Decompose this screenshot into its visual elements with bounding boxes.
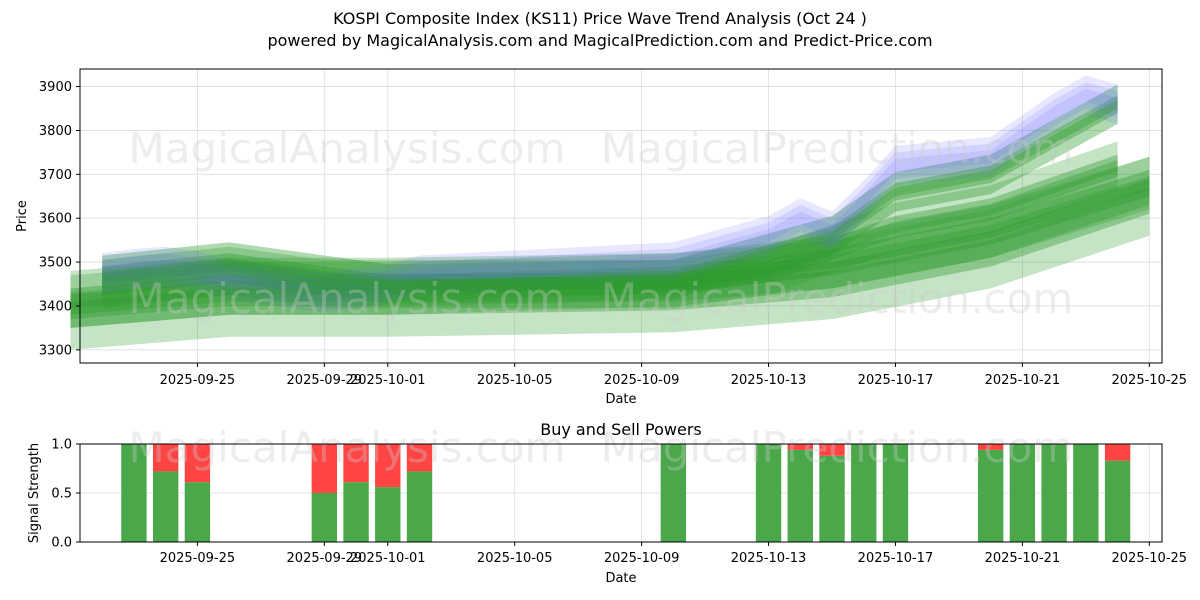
signal-panel: Buy and Sell Powers MagicalAnalysis.com … <box>27 420 1187 586</box>
green-trend-core <box>70 187 1150 320</box>
buy-power-bar <box>343 482 369 542</box>
signal-x-tick-label: 2025-10-17 <box>858 551 934 566</box>
buy-power-bar <box>1009 444 1036 542</box>
signal-x-tick-label: 2025-10-21 <box>985 551 1061 566</box>
green-trend-band <box>102 95 1118 293</box>
sell-power-bar <box>311 444 338 493</box>
watermark-prediction-top: MagicalPrediction.com <box>601 124 1074 173</box>
buy-power-bar <box>1104 460 1131 542</box>
price-grid <box>80 69 1162 363</box>
price-y-tick-label: 3400 <box>39 299 72 314</box>
green-trend-core <box>102 160 1118 290</box>
green-trend-band <box>70 156 1150 328</box>
price-panel: MagicalAnalysis.com MagicalPrediction.co… <box>15 68 1187 407</box>
buy-power-bar <box>787 449 813 542</box>
watermark-prediction-bottom: MagicalPrediction.com <box>601 423 1074 472</box>
signal-x-tick-label: 2025-10-13 <box>731 551 807 566</box>
signal-x-axis-label: Date <box>605 571 636 586</box>
watermark-analysis-mid: MagicalAnalysis.com <box>129 274 566 323</box>
price-x-tick-label: 2025-09-25 <box>160 373 236 388</box>
chart-title: KOSPI Composite Index (KS11) Price Wave … <box>333 9 867 28</box>
buy-power-bar <box>184 482 211 542</box>
buy-power-bar <box>121 444 147 542</box>
price-y-tick-label: 3500 <box>39 256 72 271</box>
blue-trend-band <box>102 88 1118 300</box>
price-bands <box>70 75 1150 350</box>
buy-power-bar <box>1041 444 1067 542</box>
sell-power-bar <box>977 444 1004 450</box>
sell-power-bar <box>375 444 401 488</box>
buy-power-bar <box>660 444 687 542</box>
sell-power-bar <box>1104 444 1131 461</box>
buy-power-bar <box>311 493 338 542</box>
price-y-axis-label: Price <box>15 200 30 232</box>
price-y-tick-label: 3900 <box>39 80 72 95</box>
sell-power-bar <box>787 444 813 450</box>
green-trend-band <box>102 154 1118 295</box>
price-y-ticks: 3300 3400 3500 3600 3700 3800 3900 <box>39 80 80 358</box>
signal-panel-title: Buy and Sell Powers <box>540 420 702 439</box>
price-y-tick-label: 3300 <box>39 343 72 358</box>
price-x-tick-label: 2025-10-21 <box>985 373 1061 388</box>
price-x-tick-label: 2025-10-17 <box>858 373 934 388</box>
signal-x-tick-label: 2025-09-25 <box>160 551 236 566</box>
buy-power-bar <box>755 444 782 542</box>
buy-power-bar <box>977 449 1004 542</box>
buy-power-bar <box>406 471 433 542</box>
price-y-tick-label: 3600 <box>39 212 72 227</box>
green-trend-band <box>70 156 1150 350</box>
watermark-analysis-bottom: MagicalAnalysis.com <box>129 423 566 472</box>
buy-power-bar <box>152 471 179 542</box>
signal-y-ticks: 0.0 0.5 1.0 <box>51 438 80 551</box>
price-y-tick-label: 3700 <box>39 168 72 183</box>
sell-power-bar <box>343 444 369 483</box>
blue-trend-band <box>102 75 1118 313</box>
price-x-tick-label: 2025-10-09 <box>604 373 680 388</box>
watermark-prediction-mid: MagicalPrediction.com <box>601 274 1074 323</box>
signal-y-tick-label: 0.5 <box>51 487 72 502</box>
sell-power-bar <box>406 444 433 472</box>
buy-power-bar <box>819 455 845 542</box>
buy-power-bar <box>1073 444 1099 542</box>
buy-power-bar <box>882 444 909 542</box>
price-axes-frame <box>79 68 1163 364</box>
chart-subtitle: powered by MagicalAnalysis.com and Magic… <box>267 31 933 50</box>
green-trend-band <box>102 141 1118 309</box>
sell-power-bar <box>152 444 179 472</box>
sell-power-bar <box>819 444 845 456</box>
signal-x-tick-label: 2025-10-09 <box>604 551 680 566</box>
signal-x-tick-label: 2025-09-29 <box>287 551 363 566</box>
sell-power-bar <box>184 444 211 483</box>
green-trend-core <box>70 176 1150 309</box>
signal-x-tick-label: 2025-10-01 <box>350 551 426 566</box>
signal-y-tick-label: 0.0 <box>51 536 72 551</box>
blue-trend-band <box>102 82 1118 306</box>
price-x-axis-label: Date <box>605 392 636 407</box>
signal-x-tick-label: 2025-10-05 <box>477 551 553 566</box>
green-trend-band <box>102 84 1118 304</box>
price-y-tick-label: 3800 <box>39 124 72 139</box>
signal-y-axis-label: Signal Strength <box>27 443 42 543</box>
green-trend-band <box>70 178 1150 328</box>
signal-x-tick-label: 2025-10-25 <box>1112 551 1188 566</box>
buy-power-bar <box>375 487 401 542</box>
price-watermarks: MagicalAnalysis.com MagicalPrediction.co… <box>129 124 1074 323</box>
buy-power-bar <box>851 444 877 542</box>
watermark-analysis-top: MagicalAnalysis.com <box>129 124 566 173</box>
signal-y-tick-label: 1.0 <box>51 438 72 453</box>
signal-bars <box>121 444 1131 542</box>
price-x-tick-label: 2025-10-05 <box>477 373 553 388</box>
price-x-tick-label: 2025-10-25 <box>1112 373 1188 388</box>
price-x-tick-label: 2025-09-29 <box>287 373 363 388</box>
green-trend-band <box>70 169 1150 315</box>
price-x-tick-label: 2025-10-13 <box>731 373 807 388</box>
price-x-tick-label: 2025-10-01 <box>350 373 426 388</box>
